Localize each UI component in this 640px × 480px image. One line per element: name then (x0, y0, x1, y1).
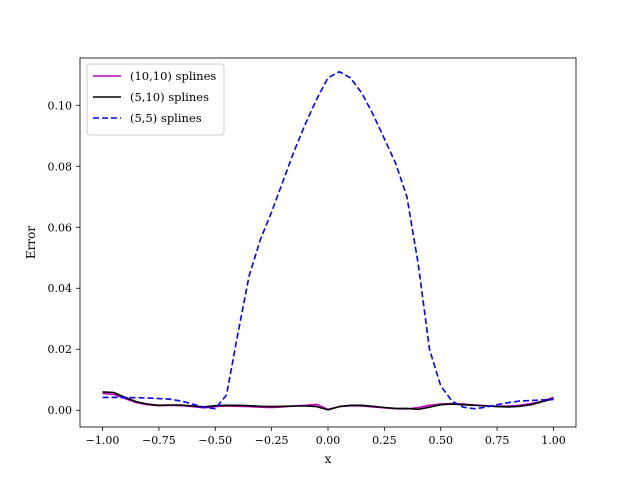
x-tick-label: 0.00 (316, 434, 341, 447)
series-line (102, 391, 554, 411)
series-line (102, 70, 554, 410)
x-tick-label: 0.75 (485, 434, 510, 447)
y-tick-label: 0.10 (48, 99, 73, 112)
x-tick-label: −0.75 (142, 434, 176, 447)
x-tick-label: 0.50 (428, 434, 453, 447)
x-axis-ticks: −1.00 −0.75 −0.50 −0.25 0.00 0.25 0.50 0.75 1.00 (86, 427, 566, 447)
legend-label: (10,10) splines (130, 69, 216, 83)
legend-label: (5,5) splines (130, 111, 202, 125)
y-tick-label: 0.06 (48, 221, 73, 234)
y-axis-label: Error (24, 226, 38, 259)
legend-box (86, 63, 225, 136)
x-tick-label: 1.00 (541, 434, 566, 447)
legend: (10,10) splines (5,10) splines (5,5) splin… (86, 63, 225, 136)
y-axis-ticks: 0.00 0.02 0.04 0.06 0.08 0.10 (48, 99, 80, 417)
x-tick-label: −0.25 (255, 434, 289, 447)
y-tick-label: 0.02 (48, 343, 73, 356)
x-tick-label: −0.50 (198, 434, 232, 447)
y-tick-label: 0.04 (48, 282, 73, 295)
x-tick-label: 0.25 (372, 434, 397, 447)
legend-label: (5,10) splines (130, 90, 209, 104)
y-tick-label: 0.08 (48, 160, 73, 173)
x-tick-label: −1.00 (86, 434, 120, 447)
y-tick-label: 0.00 (48, 404, 73, 417)
series-layer (102, 70, 554, 411)
x-axis-label: x (325, 452, 332, 466)
